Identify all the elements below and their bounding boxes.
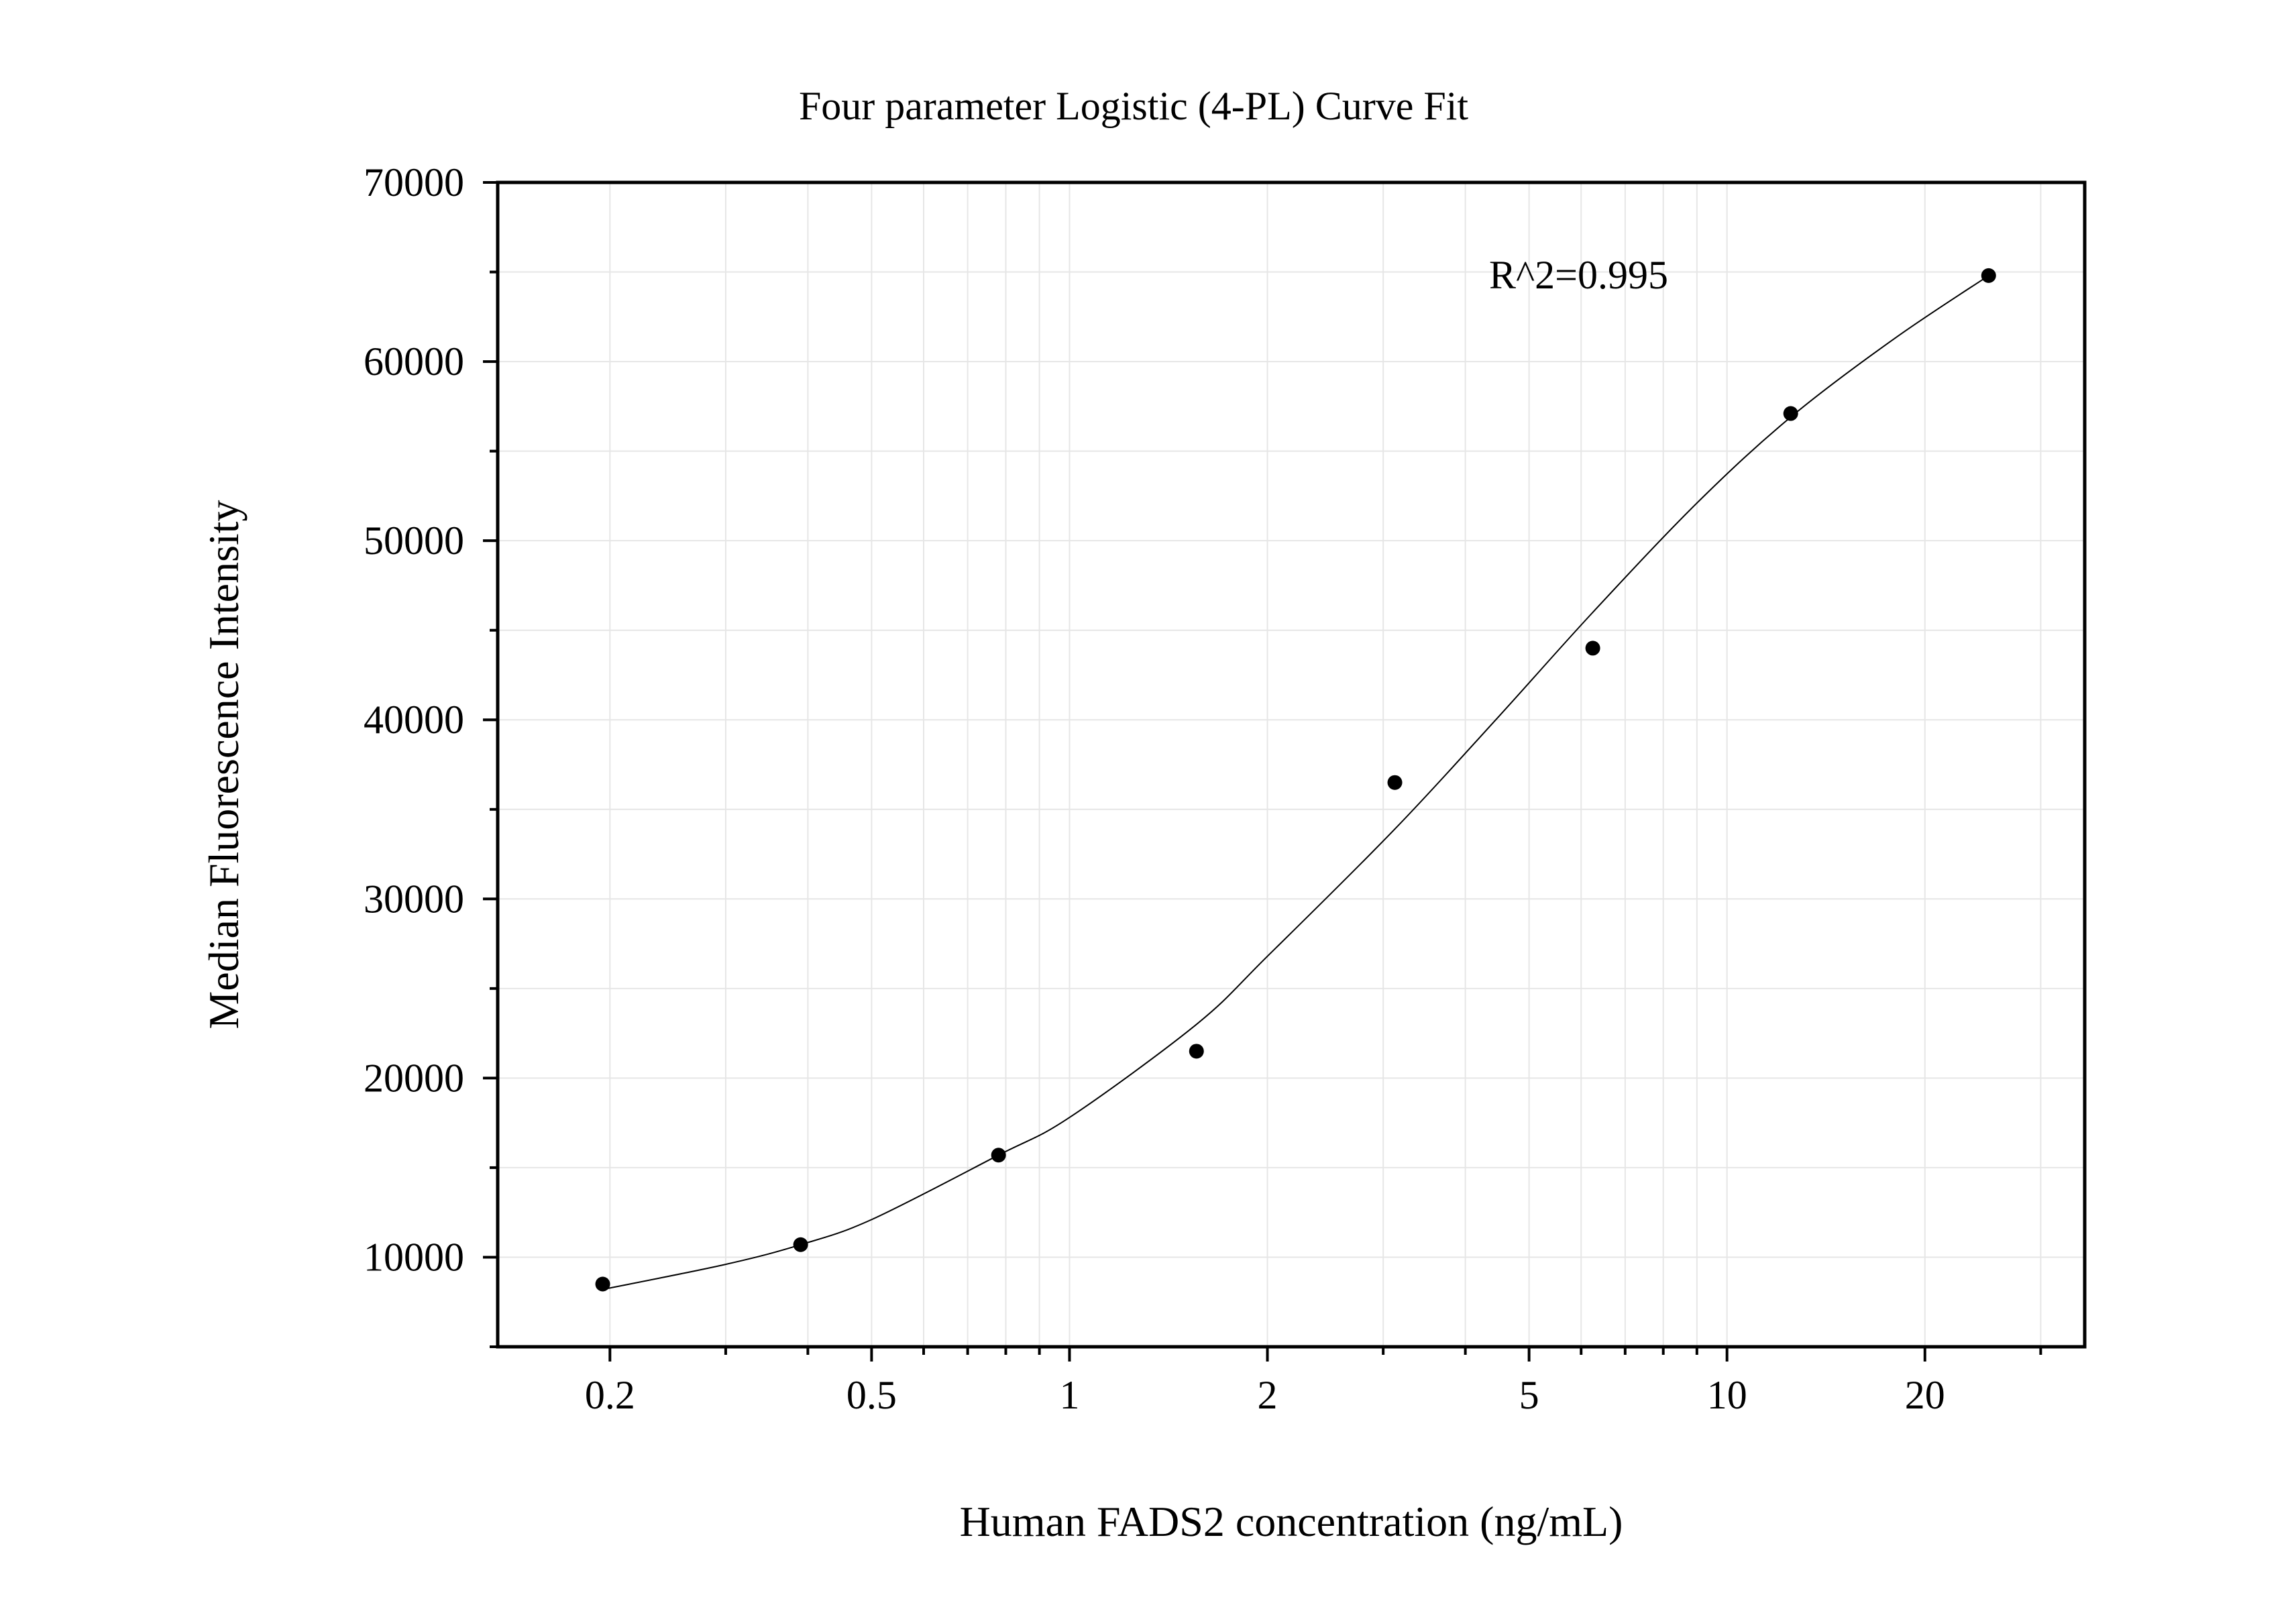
x-tick-label: 20 — [1905, 1373, 1945, 1417]
plot-area-frame — [496, 180, 2087, 1349]
data-point — [1387, 775, 1403, 790]
chart-title: Four parameter Logistic (4-PL) Curve Fit — [799, 84, 1468, 128]
y-tick-label: 60000 — [364, 339, 464, 384]
x-tick-label: 2 — [1258, 1373, 1278, 1417]
y-tick-label: 50000 — [364, 518, 464, 563]
data-point — [991, 1148, 1006, 1163]
r-squared-annotation: R^2=0.995 — [1489, 253, 1668, 297]
x-axis-label: Human FADS2 concentration (ng/mL) — [960, 1498, 1623, 1545]
y-tick-label: 40000 — [364, 698, 464, 742]
data-point — [1189, 1044, 1204, 1059]
y-tick-label: 20000 — [364, 1056, 464, 1100]
axis-ticks — [483, 181, 2042, 1362]
data-point — [1783, 406, 1798, 421]
y-axis-tick-labels: 10000 20000 30000 40000 50000 60000 70000 — [364, 160, 464, 1279]
grid-lines — [498, 182, 2085, 1347]
y-tick-label: 30000 — [364, 877, 464, 921]
x-axis-tick-labels: 0.2 0.5 1 2 5 10 20 — [585, 1373, 1945, 1417]
x-tick-label: 0.5 — [846, 1373, 897, 1417]
data-point — [1585, 641, 1600, 656]
x-tick-label: 10 — [1707, 1373, 1747, 1417]
x-tick-label: 0.2 — [585, 1373, 635, 1417]
data-points — [595, 268, 1996, 1292]
data-point — [595, 1276, 610, 1292]
y-tick-label: 10000 — [364, 1235, 464, 1279]
y-tick-label: 70000 — [364, 160, 464, 205]
y-axis-label: Median Fluorescence Intensity — [200, 500, 248, 1029]
x-tick-label: 1 — [1059, 1373, 1079, 1417]
data-point — [793, 1237, 808, 1252]
fit-curve-line — [602, 275, 1989, 1290]
x-tick-label: 5 — [1519, 1373, 1539, 1417]
data-point — [1981, 268, 1996, 283]
